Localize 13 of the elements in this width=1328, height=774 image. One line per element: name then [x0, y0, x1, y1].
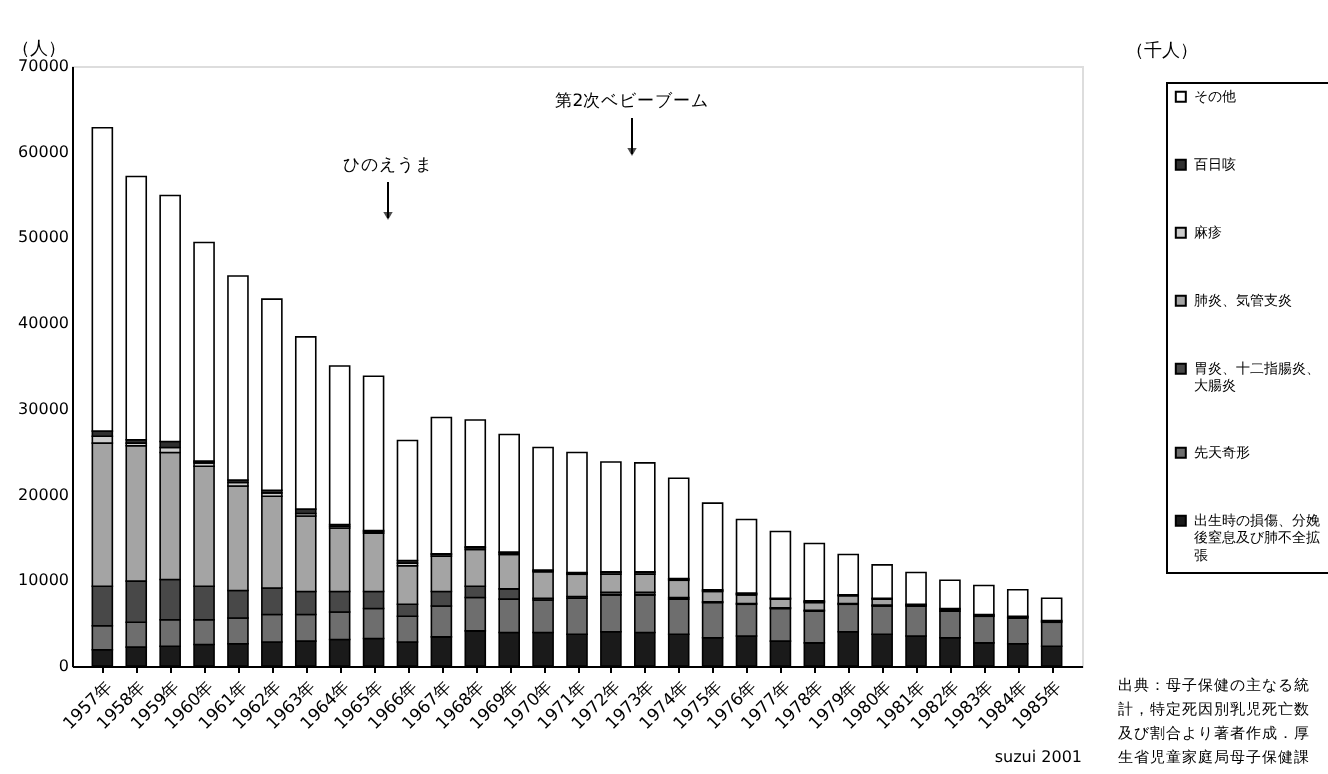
y-tick-label: 30000: [18, 399, 69, 418]
y-axis-title: （人）: [12, 38, 66, 60]
annotation: ひのえうま: [343, 156, 433, 176]
text: （千人）: [1126, 40, 1198, 62]
y-tick-label: 0: [58, 657, 69, 675]
y-tick-label: 60000: [18, 142, 69, 161]
y-tick-label: 20000: [18, 485, 69, 504]
annotation: 第2次ベビーブーム: [554, 90, 710, 112]
y-tick-label: 70000: [18, 57, 69, 75]
y-tick-label: 40000: [18, 314, 69, 333]
y-tick-label: 10000: [18, 571, 69, 590]
text: suzui 2001: [994, 748, 1082, 766]
y-tick-label: 50000: [18, 228, 69, 247]
